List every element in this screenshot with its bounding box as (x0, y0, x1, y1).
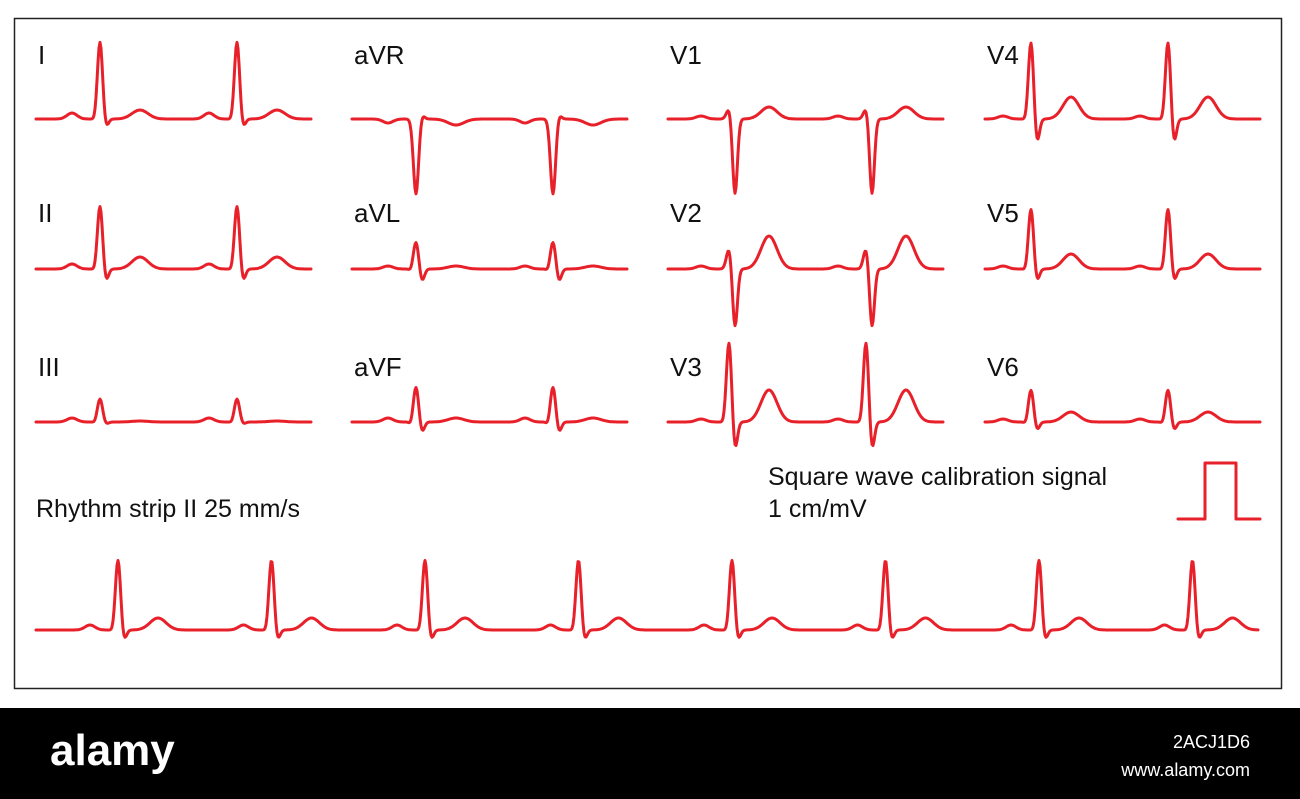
footer-url: www.alamy.com (1120, 760, 1250, 780)
ecg-trace (34, 205, 313, 280)
lead-label: V1 (670, 40, 702, 70)
ecg-trace (666, 341, 945, 447)
footer-image-id: 2ACJ1D6 (1173, 732, 1250, 752)
lead-label: V5 (987, 198, 1019, 228)
calibration-unit: 1 cm/mV (768, 495, 867, 523)
ecg-trace (350, 386, 629, 432)
lead-label: V3 (670, 352, 702, 382)
lead-label: V2 (670, 198, 702, 228)
lead-label: I (38, 40, 45, 70)
ecg-trace (350, 115, 629, 196)
lead-label: V6 (987, 352, 1019, 382)
lead-label: II (38, 198, 52, 228)
ecg-trace (666, 234, 945, 328)
ecg-trace (34, 40, 313, 126)
ecg-trace (34, 397, 313, 425)
calibration-square-wave (1176, 461, 1262, 521)
calibration-title: Square wave calibration signal (768, 463, 1107, 491)
ecg-trace (983, 388, 1262, 430)
ecg-trace (666, 105, 945, 195)
lead-label: aVR (354, 40, 405, 70)
lead-label: V4 (987, 40, 1019, 70)
lead-label: aVL (354, 198, 400, 228)
ecg-trace (350, 241, 629, 281)
ecg-trace (983, 41, 1262, 141)
ecg-trace (983, 208, 1262, 280)
lead-label: III (38, 352, 60, 382)
rhythm-label: Rhythm strip II 25 mm/s (36, 495, 300, 523)
footer-bar (0, 708, 1300, 799)
footer-logo: alamy (50, 726, 175, 775)
lead-label: aVF (354, 352, 402, 382)
ecg-trace (34, 559, 1260, 639)
frame (13, 17, 1283, 690)
